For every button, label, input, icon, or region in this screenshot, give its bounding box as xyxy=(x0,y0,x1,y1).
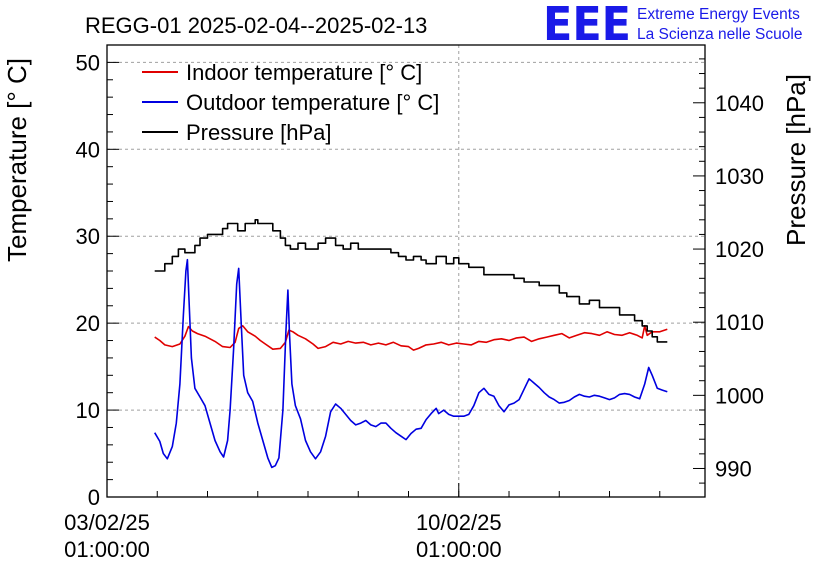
right-tick-label: 1000 xyxy=(715,383,764,408)
legend-label-outdoor: Outdoor temperature [° C] xyxy=(186,90,439,115)
left-tick-label: 40 xyxy=(76,137,100,162)
left-tick-label: 20 xyxy=(76,311,100,336)
right-tick-label: 1010 xyxy=(715,310,764,335)
left-tick-label: 50 xyxy=(76,50,100,75)
left-tick-label: 10 xyxy=(76,398,100,423)
left-axis-label: Temperature [° C] xyxy=(2,58,32,262)
eee-logo-line1: Extreme Energy Events xyxy=(637,6,800,23)
eee-logo-initials: EEE xyxy=(543,0,631,51)
right-tick-label: 1020 xyxy=(715,237,764,262)
legend: Indoor temperature [° C] Outdoor tempera… xyxy=(142,60,439,145)
chart-title: REGG-01 2025-02-04--2025-02-13 xyxy=(85,13,427,38)
left-axis: 0 10 20 30 40 50 xyxy=(76,44,119,510)
legend-label-indoor: Indoor temperature [° C] xyxy=(186,60,422,85)
x-tick-label-date: 10/02/25 xyxy=(416,510,502,535)
right-axis-label: Pressure [hPa] xyxy=(781,74,811,246)
x-tick-label-time: 01:00:00 xyxy=(64,537,150,562)
right-tick-label: 1030 xyxy=(715,164,764,189)
left-tick-label: 30 xyxy=(76,224,100,249)
right-tick-label: 1040 xyxy=(715,91,764,116)
eee-logo: EEE Extreme Energy Events La Scienza nel… xyxy=(543,0,802,51)
eee-logo-line2: La Scienza nelle Scuole xyxy=(637,26,802,43)
x-tick-label-time: 01:00:00 xyxy=(416,537,502,562)
indoor-temperature-line xyxy=(154,324,668,351)
right-tick-label: 990 xyxy=(715,456,752,481)
legend-label-pressure: Pressure [hPa] xyxy=(186,120,332,145)
series-layer xyxy=(154,219,668,469)
right-axis: 990 1000 1010 1020 1030 1040 xyxy=(693,58,764,484)
outdoor-temperature-line xyxy=(154,258,668,469)
pressure-line xyxy=(154,219,668,343)
left-tick-label: 0 xyxy=(88,485,100,510)
x-tick-label-date: 03/02/25 xyxy=(64,510,150,535)
grid xyxy=(107,45,705,497)
